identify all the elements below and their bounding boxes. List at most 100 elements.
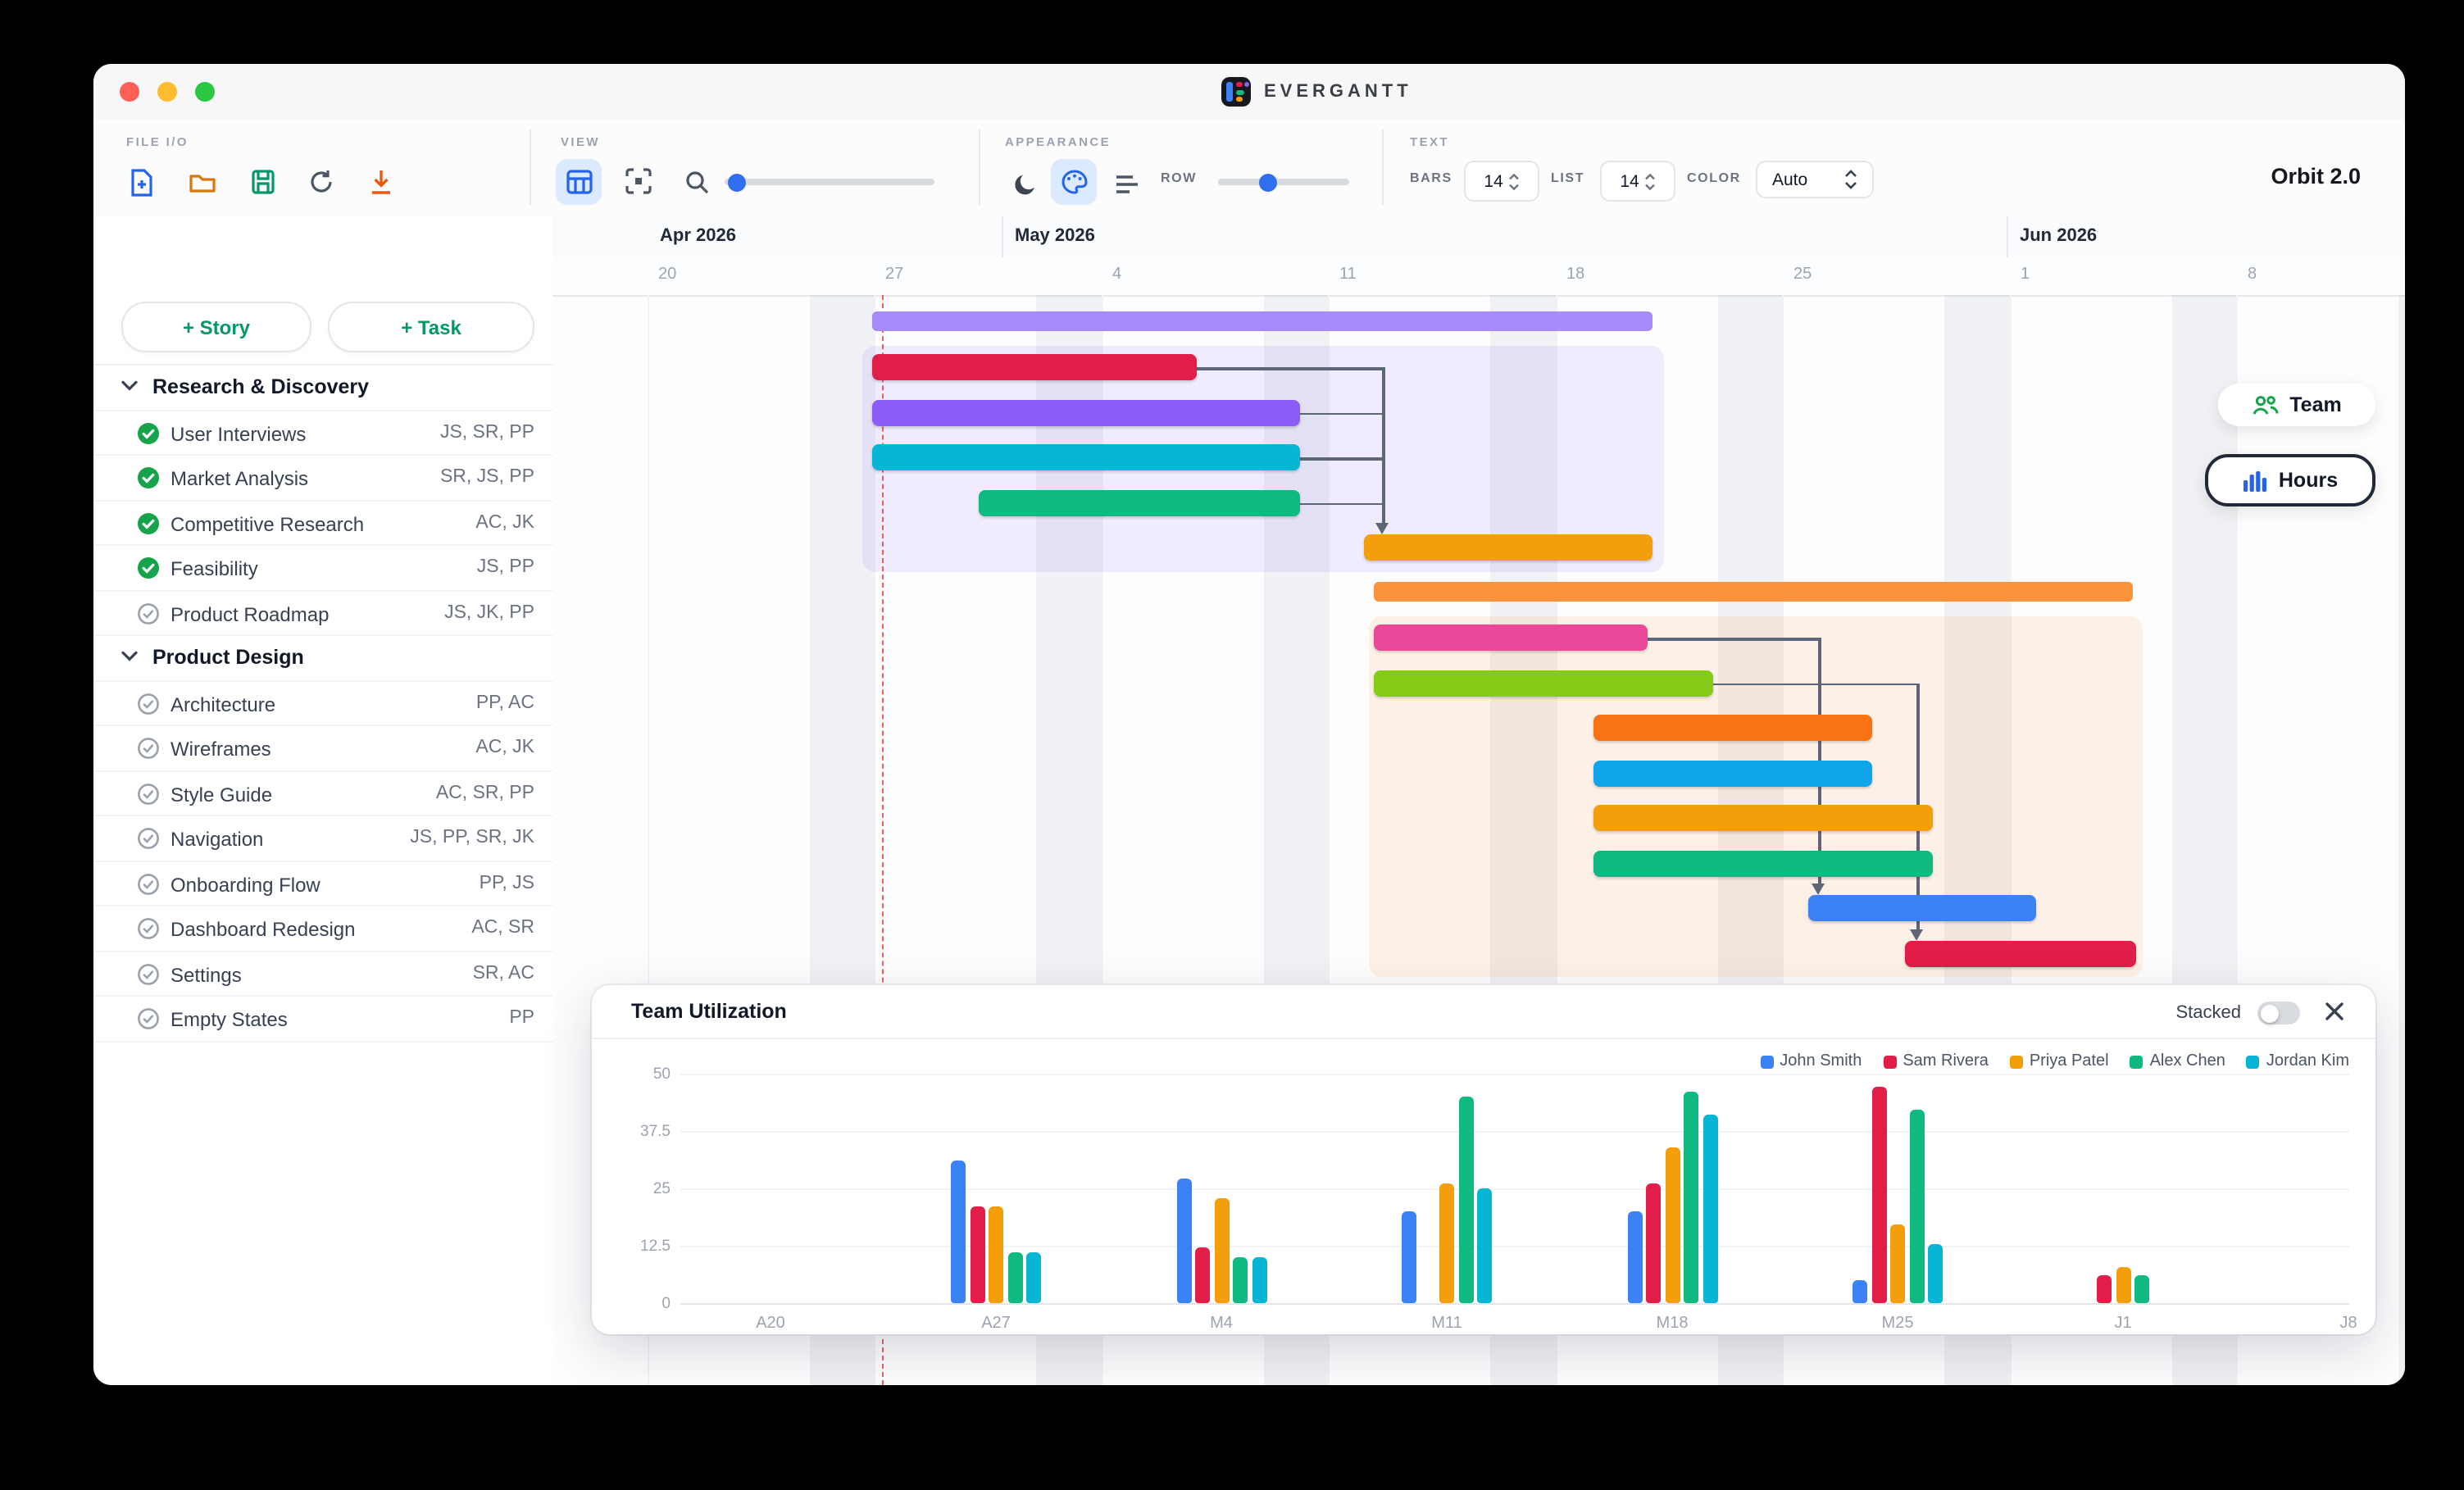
fit-frame-view-button[interactable] xyxy=(621,164,654,197)
task-row[interactable]: Product Roadmap JS, JK, PP xyxy=(93,591,552,636)
gantt-bar-wireframes[interactable] xyxy=(1374,670,1713,696)
task-row[interactable]: Navigation JS, PP, SR, JK xyxy=(93,816,552,861)
gantt-bar-market-analysis[interactable] xyxy=(872,399,1300,425)
utilization-bar-alex-chen[interactable] xyxy=(1233,1257,1248,1303)
list-font-size-stepper[interactable]: 14 xyxy=(1600,161,1675,202)
task-row[interactable]: Competitive Research AC, JK xyxy=(93,501,552,546)
task-open-check-icon[interactable] xyxy=(138,873,159,894)
task-done-check-icon[interactable] xyxy=(138,557,159,579)
task-open-check-icon[interactable] xyxy=(138,828,159,849)
utilization-bar-alex-chen[interactable] xyxy=(2134,1275,2149,1303)
legend-item[interactable]: Sam Rivera xyxy=(1883,1052,1989,1070)
task-open-check-icon[interactable] xyxy=(138,918,159,939)
team-overlay-button[interactable]: Team xyxy=(2218,384,2375,426)
task-open-check-icon[interactable] xyxy=(138,783,159,804)
row-height-slider[interactable] xyxy=(1218,173,1349,191)
utilization-bar-alex-chen[interactable] xyxy=(1007,1252,1022,1303)
utilization-bar-sam-rivera[interactable] xyxy=(1195,1247,1210,1303)
export-download-button[interactable] xyxy=(364,166,397,198)
zoom-window-button[interactable] xyxy=(195,82,215,102)
utilization-bar-priya-patel[interactable] xyxy=(989,1206,1003,1303)
zoom-slider[interactable] xyxy=(725,173,934,191)
utilization-bar-priya-patel[interactable] xyxy=(1665,1147,1680,1303)
task-done-check-icon[interactable] xyxy=(138,422,159,443)
utilization-bar-priya-patel[interactable] xyxy=(1439,1183,1454,1303)
task-row[interactable]: User Interviews JS, SR, PP xyxy=(93,411,552,456)
gantt-bar-competitive-research[interactable] xyxy=(872,444,1300,470)
utilization-bar-john-smith[interactable] xyxy=(951,1161,966,1303)
utilization-bar-jordan-kim[interactable] xyxy=(1252,1257,1266,1303)
chevron-down-icon[interactable] xyxy=(121,651,138,662)
utilization-bar-sam-rivera[interactable] xyxy=(2097,1275,2112,1303)
utilization-bar-jordan-kim[interactable] xyxy=(1703,1115,1717,1303)
refresh-button[interactable] xyxy=(305,166,338,198)
story-group-header[interactable]: Product Design xyxy=(93,636,552,681)
legend-item[interactable]: Jordan Kim xyxy=(2246,1052,2349,1070)
task-row[interactable]: Settings SR, AC xyxy=(93,952,552,997)
task-row[interactable]: Style Guide AC, SR, PP xyxy=(93,771,552,816)
gantt-bar-user-interviews[interactable] xyxy=(872,354,1197,380)
task-open-check-icon[interactable] xyxy=(138,693,159,714)
task-open-check-icon[interactable] xyxy=(138,1008,159,1029)
add-story-button[interactable]: + Story xyxy=(121,302,311,352)
hours-overlay-button[interactable]: Hours xyxy=(2205,454,2375,507)
task-done-check-icon[interactable] xyxy=(138,467,159,488)
save-button[interactable] xyxy=(246,166,279,198)
add-task-button[interactable]: + Task xyxy=(328,302,534,352)
utilization-bar-sam-rivera[interactable] xyxy=(1871,1087,1886,1303)
legend-item[interactable]: John Smith xyxy=(1760,1052,1862,1070)
row-height-slider-knob[interactable] xyxy=(1259,173,1277,191)
task-open-check-icon[interactable] xyxy=(138,738,159,759)
legend-item[interactable]: Priya Patel xyxy=(2009,1052,2109,1070)
legend-item[interactable]: Alex Chen xyxy=(2130,1052,2225,1070)
task-done-check-icon[interactable] xyxy=(138,512,159,534)
utilization-bar-jordan-kim[interactable] xyxy=(1928,1243,1943,1303)
task-row[interactable]: Empty States PP xyxy=(93,997,552,1042)
chevron-down-icon[interactable] xyxy=(121,380,138,392)
gantt-bar-empty-states[interactable] xyxy=(1905,940,2136,966)
task-open-check-icon[interactable] xyxy=(138,602,159,624)
gantt-bar-product-design[interactable] xyxy=(1374,582,2133,602)
gantt-bar-style-guide[interactable] xyxy=(1593,715,1872,741)
row-density-icon[interactable] xyxy=(1110,167,1143,200)
new-file-button[interactable] xyxy=(125,166,157,198)
task-row[interactable]: Wireframes AC, JK xyxy=(93,726,552,771)
utilization-bar-sam-rivera[interactable] xyxy=(1646,1183,1661,1303)
palette-theme-button[interactable] xyxy=(1051,159,1097,205)
utilization-bar-alex-chen[interactable] xyxy=(1458,1097,1473,1303)
utilization-bar-john-smith[interactable] xyxy=(1176,1179,1191,1303)
bars-font-size-stepper[interactable]: 14 xyxy=(1464,161,1539,202)
zoom-slider-knob[interactable] xyxy=(728,173,746,191)
utilization-bar-priya-patel[interactable] xyxy=(2116,1266,2130,1303)
close-window-button[interactable] xyxy=(120,82,139,102)
gantt-bar-feasibility[interactable] xyxy=(979,489,1300,516)
utilization-bar-john-smith[interactable] xyxy=(1853,1280,1867,1303)
task-row[interactable]: Market Analysis SR, JS, PP xyxy=(93,456,552,501)
utilization-bar-priya-patel[interactable] xyxy=(1890,1224,1905,1303)
stacked-toggle[interactable] xyxy=(2257,1002,2300,1024)
gantt-bar-architecture[interactable] xyxy=(1374,625,1648,651)
story-group-header[interactable]: Research & Discovery xyxy=(93,366,552,411)
gantt-bar-settings[interactable] xyxy=(1808,895,2036,921)
color-mode-select[interactable]: Auto xyxy=(1756,161,1874,198)
task-row[interactable]: Onboarding Flow PP, JS xyxy=(93,861,552,906)
minimize-window-button[interactable] xyxy=(157,82,177,102)
gantt-bar-navigation[interactable] xyxy=(1593,760,1872,786)
utilization-bar-priya-patel[interactable] xyxy=(1214,1197,1229,1303)
gantt-bar-product-roadmap[interactable] xyxy=(1364,534,1653,561)
open-folder-button[interactable] xyxy=(185,166,218,198)
task-row[interactable]: Feasibility JS, PP xyxy=(93,546,552,591)
utilization-bar-jordan-kim[interactable] xyxy=(1026,1252,1041,1303)
utilization-bar-john-smith[interactable] xyxy=(1627,1211,1642,1303)
gantt-bar-research-discovery[interactable] xyxy=(872,311,1653,331)
grid-view-button[interactable] xyxy=(556,159,602,205)
utilization-bar-john-smith[interactable] xyxy=(1402,1211,1416,1303)
dark-mode-moon-icon[interactable] xyxy=(1008,167,1041,200)
gantt-bar-onboarding-flow[interactable] xyxy=(1593,805,1933,831)
task-row[interactable]: Dashboard Redesign AC, SR xyxy=(93,906,552,952)
utilization-bar-alex-chen[interactable] xyxy=(1909,1110,1924,1303)
utilization-bar-alex-chen[interactable] xyxy=(1684,1092,1698,1303)
task-open-check-icon[interactable] xyxy=(138,963,159,984)
gantt-bar-dashboard-redesign[interactable] xyxy=(1593,850,1933,876)
task-row[interactable]: Architecture PP, AC xyxy=(93,681,552,726)
